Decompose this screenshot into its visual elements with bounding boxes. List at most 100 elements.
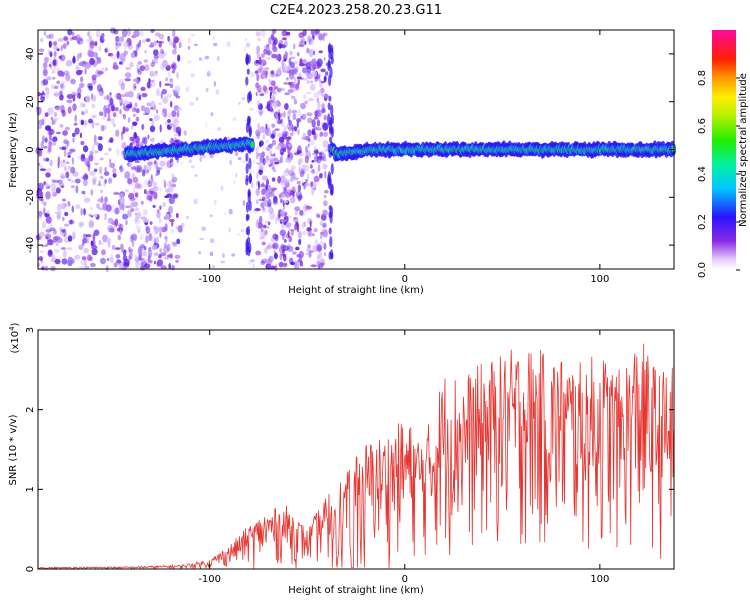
spectrogram-cell — [82, 145, 89, 153]
spectrogram-cell — [131, 240, 135, 248]
spectrogram-cell — [129, 197, 136, 201]
spectrogram-cell — [168, 180, 173, 187]
colorbar-tick-label: 0.4 — [697, 166, 708, 182]
spectrogram-cell — [266, 154, 269, 161]
spectrogram-cell — [61, 146, 67, 150]
spectrogram-cell — [122, 202, 125, 212]
spectrogram-cell — [270, 94, 275, 100]
spectrogram-cell — [147, 161, 153, 166]
y-tick-label: -40 — [25, 237, 36, 253]
spectrogram-cell — [66, 247, 73, 251]
spectrogram-cell — [272, 85, 275, 93]
spectrogram-cell — [268, 37, 272, 45]
spectrogram-cell — [91, 74, 97, 81]
spectrogram-cell — [138, 39, 142, 45]
spectrogram-cell — [304, 155, 309, 164]
spectrogram-cell — [281, 130, 288, 136]
spectrogram-cell — [141, 93, 148, 98]
spectrogram-cell — [156, 209, 160, 213]
spectrogram-cell — [159, 124, 162, 133]
spectrogram-cell — [327, 113, 331, 126]
spectrogram-cell — [104, 48, 108, 53]
spectrogram-cell — [259, 215, 263, 224]
spectrogram-cell — [168, 80, 174, 85]
spectrogram-cell — [262, 85, 267, 92]
spectrogram-cell — [288, 169, 295, 177]
spectrogram-cell — [298, 40, 305, 47]
spectrogram-cell — [287, 245, 294, 253]
spectrogram-cell — [136, 142, 140, 148]
spectrogram-cell — [279, 253, 283, 261]
spectrogram-cell — [282, 169, 290, 177]
spectrogram-cell — [168, 262, 171, 270]
spectrogram-cell — [79, 102, 84, 108]
spectrogram-cell — [40, 197, 44, 202]
spectrogram-cell — [300, 102, 306, 110]
spectrogram-cell — [49, 61, 53, 70]
spectrogram-cell — [245, 174, 249, 182]
spectrogram-cell — [59, 123, 64, 128]
spectrogram-cell — [273, 100, 278, 109]
spectrogram-cell — [90, 206, 93, 210]
spectrogram-cell — [275, 145, 282, 150]
spectrogram-cell — [310, 181, 314, 187]
spectrogram-cell — [43, 202, 47, 207]
spectrogram-cell — [305, 248, 311, 252]
spectrogram-cell — [85, 234, 92, 238]
spectrogram-cell — [296, 120, 299, 129]
spectrogram-cell — [213, 199, 217, 206]
spectrogram-cell — [267, 199, 272, 203]
spectrogram-cell — [173, 133, 178, 137]
spectrogram-cell — [273, 195, 278, 204]
spectrogram-cell — [313, 175, 320, 183]
spectrogram-cell — [111, 244, 116, 251]
spectrogram-cell — [294, 223, 298, 231]
spectrogram-cell — [171, 70, 176, 74]
spectrogram-cell — [330, 163, 334, 175]
spectrogram-cell — [134, 50, 138, 58]
spectrogram-cell — [298, 166, 301, 174]
spectrogram-cell — [94, 150, 99, 154]
spectrogram-cell — [311, 58, 317, 67]
spectrogram-cell — [100, 124, 105, 132]
spectrogram-cell — [330, 47, 334, 60]
spectrogram-cell — [43, 57, 49, 64]
spectrogram-cell — [290, 61, 295, 69]
spectrogram-cell — [118, 223, 122, 229]
x-tick-label: 0 — [402, 574, 408, 585]
spectrogram-cell — [271, 123, 276, 128]
spectrogram-cell — [145, 226, 151, 235]
spectrogram-cell — [310, 83, 316, 91]
spectrogram-cell — [307, 138, 311, 142]
colorbar-gradient — [712, 30, 736, 270]
spectrogram-cell — [250, 259, 255, 263]
spectrogram-cell — [134, 253, 137, 260]
spectrogram-cell — [268, 143, 273, 149]
spectrogram-cell — [171, 241, 178, 246]
spectrogram-cell — [259, 110, 262, 116]
spectrogram-cell — [129, 251, 133, 260]
spectrogram-cell — [247, 236, 251, 245]
spectrogram-cell — [298, 238, 302, 245]
spectrogram-cell — [262, 133, 266, 140]
spectrogram-cell — [264, 229, 268, 236]
spectrogram-cell — [329, 66, 333, 79]
spectrogram-cell — [281, 194, 285, 199]
spectrogram-cell — [141, 169, 146, 177]
spectrogram-cell — [265, 57, 272, 60]
spectrogram-cell — [283, 200, 289, 203]
spectrogram-cell — [108, 257, 115, 262]
spectrogram-cell — [60, 83, 64, 89]
spectrogram-cell — [299, 260, 304, 267]
spectrogram-cell — [119, 167, 125, 173]
spectrogram-cell — [271, 53, 277, 59]
spectrogram-cell — [270, 133, 275, 138]
spectrogram-cell — [265, 70, 269, 76]
spectrogram-cell — [277, 132, 283, 138]
spectrogram-cell — [188, 37, 191, 44]
spectrogram-cell — [175, 139, 181, 144]
spectrogram-cell — [110, 253, 114, 260]
spectrogram-cell — [293, 216, 297, 220]
spectrogram-cell — [104, 196, 108, 203]
spectrogram-cell — [75, 204, 81, 210]
